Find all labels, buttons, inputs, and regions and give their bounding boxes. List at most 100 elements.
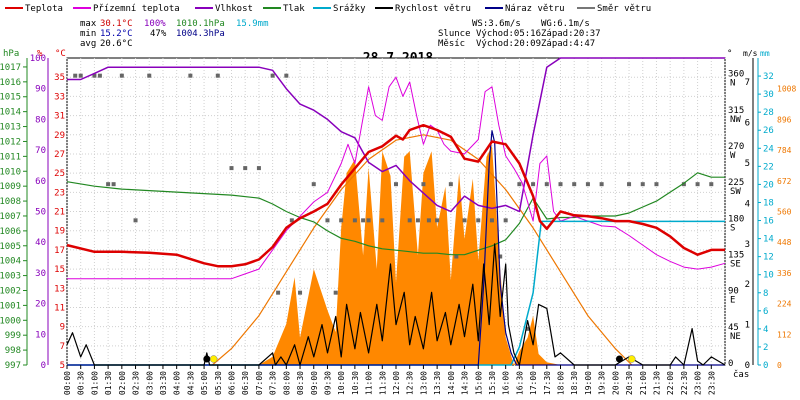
stat-sun-rise: Východ:05:16 (476, 29, 541, 39)
pct-tick-8: 20 (35, 300, 46, 310)
stat-wg: WG:6.1m/s (541, 19, 590, 29)
x-tick-21: 10:30 (351, 371, 360, 395)
x-tick-20: 10:00 (337, 371, 346, 395)
legend-label-5: Rychlost větru (395, 4, 471, 14)
wind-dir-point (333, 290, 338, 295)
x-tick-15: 07:30 (269, 371, 278, 395)
wind-dir-point (627, 182, 632, 187)
legend-label-4: Srážky (333, 4, 366, 14)
hpa-tick-19: 998 (5, 346, 21, 356)
mm-tick-12: 8 (763, 289, 768, 299)
hpa-tick-12: 1005 (0, 242, 21, 252)
wm2-tick-0: 1008 (777, 85, 796, 94)
wind-dir-point (97, 73, 102, 78)
wm2-tick-6: 336 (777, 269, 792, 278)
dir-tick-5: SE (730, 260, 741, 270)
dir-tick-3: SW (730, 187, 741, 197)
ms-tick-3: 4 (745, 199, 750, 209)
degc-tick-11: 13 (54, 284, 65, 294)
series-prizemni-teplota (67, 76, 726, 280)
deg-tick-2: 270 (728, 142, 744, 152)
x-tick-32: 16:00 (502, 371, 511, 395)
moonset-marker (203, 355, 211, 363)
wind-dir-point (188, 73, 193, 78)
hpa-tick-11: 1006 (0, 227, 21, 237)
wind-dir-point (119, 73, 124, 78)
wind-dir-point (503, 218, 508, 223)
pct-tick-0: 100 (30, 54, 46, 64)
mm-tick-2: 28 (763, 108, 774, 118)
wind-dir-point (215, 73, 220, 78)
right-axes: ° m/s mm360N315NW270W225SW180S135SE90E45NE… (727, 49, 796, 371)
mm-tick-5: 22 (763, 162, 774, 172)
stat-moon-label: Měsíc (438, 39, 465, 49)
mm-tick-13: 6 (763, 307, 768, 317)
mm-tick-9: 14 (763, 235, 774, 245)
x-tick-34: 17:00 (529, 371, 538, 395)
x-tick-43: 21:30 (652, 371, 661, 395)
wind-dir-point (284, 73, 289, 78)
wind-dir-point (256, 166, 261, 171)
degc-tick-3: 29 (54, 131, 65, 141)
stat-moon-rise: Východ:20:09 (476, 39, 541, 49)
degc-tick-8: 19 (54, 227, 65, 237)
x-axis: 00:00 00:30 01:00 01:30 02:00 02:30 03:00 03:30… (63, 365, 749, 395)
x-tick-7: 03:30 (159, 371, 168, 395)
x-tick-31: 15:30 (488, 371, 497, 395)
stat-sun-label: Slunce (438, 29, 471, 39)
pct-tick-9: 10 (35, 330, 46, 340)
series-srazky (67, 220, 725, 366)
deg-tick-4: 180 (728, 214, 744, 224)
x-tick-40: 20:00 (611, 371, 620, 395)
x-tick-41: 20:30 (625, 371, 634, 395)
x-tick-17: 08:30 (296, 371, 305, 395)
wind-dir-point (133, 218, 138, 223)
mm-tick-10: 12 (763, 253, 774, 263)
mm-tick-3: 26 (763, 126, 774, 136)
degc-tick-15: 5 (60, 361, 65, 371)
degc-tick-1: 33 (54, 92, 65, 102)
degc-tick-0: 35 (54, 73, 65, 83)
ms-tick-0: 7 (745, 78, 750, 88)
hpa-tick-8: 1009 (0, 182, 21, 192)
wm2-tick-5: 448 (777, 238, 792, 247)
legend-label-7: Směr větru (597, 4, 651, 14)
stat-max-rain: 15.9mm (236, 19, 269, 29)
stat-max-label: max (80, 19, 97, 29)
x-tick-29: 14:30 (461, 371, 470, 395)
wind-dir-point (407, 218, 412, 223)
pct-tick-4: 60 (35, 177, 46, 187)
x-tick-23: 11:30 (378, 371, 387, 395)
dir-tick-0: N (730, 79, 735, 89)
sunset-marker (628, 355, 636, 363)
mm-tick-0: 32 (763, 72, 774, 82)
pct-tick-6: 40 (35, 238, 46, 248)
wind-dir-point (695, 182, 700, 187)
stat-max-temp: 30.1°C (100, 19, 133, 29)
series-teplota (66, 123, 725, 268)
x-tick-10: 05:00 (200, 371, 209, 395)
stat-avg-label: avg (80, 39, 96, 49)
wm2-tick-7: 224 (777, 300, 792, 309)
hpa-tick-5: 1012 (0, 137, 21, 147)
wind-dir-point (681, 182, 686, 187)
ms-tick-4: 3 (745, 240, 750, 250)
dir-tick-4: S (730, 223, 735, 233)
x-tick-6: 03:00 (145, 371, 154, 395)
wind-dir-point (462, 218, 467, 223)
deg-tick-0: 360 (728, 70, 744, 80)
x-tick-16: 08:00 (282, 371, 291, 395)
stat-sun-set: Západ:20:37 (541, 29, 601, 39)
pct-tick-5: 50 (35, 208, 46, 218)
wind-dir-point (517, 182, 522, 187)
wind-dir-point (498, 254, 503, 259)
hpa-unit-label: hPa (3, 49, 19, 59)
series-tlak (66, 172, 725, 256)
ms-tick-2: 5 (745, 159, 750, 169)
wind-dir-point (270, 73, 275, 78)
pct-tick-1: 90 (35, 85, 46, 95)
x-tick-4: 02:00 (118, 371, 127, 395)
wind-dir-point (311, 182, 316, 187)
wind-dir-point (585, 182, 590, 187)
hpa-tick-0: 1017 (0, 63, 21, 73)
